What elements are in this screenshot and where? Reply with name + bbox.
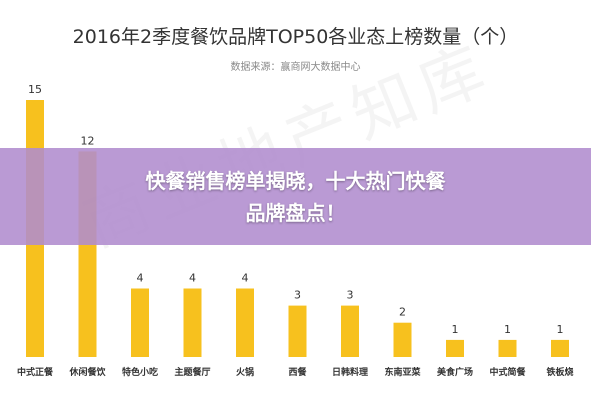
chart-title: 2016年2季度餐饮品牌TOP50各业态上榜数量（个） <box>72 26 519 48</box>
value-label-10: 1 <box>557 323 564 336</box>
chart-subtitle: 数据来源：赢商网大数据中心 <box>230 62 361 73</box>
bar-7 <box>393 322 412 357</box>
value-label-7: 2 <box>399 306 406 319</box>
bar-2 <box>131 288 149 357</box>
bar-4 <box>236 288 254 357</box>
category-label-7: 东南亚菜 <box>384 366 421 378</box>
bar-6 <box>341 305 359 357</box>
category-label-1: 休闲餐饮 <box>68 366 106 378</box>
category-label-2: 特色小吃 <box>122 366 158 378</box>
category-labels-layer: 中式正餐 休闲餐饮 特色小吃 主题餐厅 火锅 西餐 日韩料理 东南亚菜 美食广场 中式简餐 铁板烧 <box>17 366 574 378</box>
category-label-8: 美食广场 <box>437 366 473 378</box>
value-label-9: 1 <box>504 323 511 336</box>
value-label-6: 3 <box>347 289 354 302</box>
category-label-0: 中式正餐 <box>17 366 54 378</box>
value-label-1: 12 <box>81 134 95 147</box>
value-label-2: 4 <box>137 272 144 285</box>
value-label-4: 4 <box>242 272 249 285</box>
category-label-10: 铁板烧 <box>546 366 573 378</box>
bar-3 <box>183 288 202 357</box>
bar-5 <box>288 305 307 357</box>
category-label-4: 火锅 <box>236 366 254 378</box>
category-label-9: 中式简餐 <box>489 366 526 378</box>
category-label-5: 西餐 <box>288 366 307 378</box>
bar-8 <box>446 339 464 357</box>
value-label-3: 4 <box>189 272 196 285</box>
value-labels-layer: 15 12 4 4 4 3 3 2 1 1 1 <box>28 83 564 336</box>
value-label-5: 3 <box>294 289 301 302</box>
value-label-0: 15 <box>28 83 42 96</box>
headline-banner[interactable]: 快餐销售榜单揭晓，十大热门快餐品牌盘点！ <box>0 148 591 245</box>
headline-text[interactable]: 快餐销售榜单揭晓，十大热门快餐品牌盘点！ <box>145 168 446 225</box>
bar-10 <box>551 339 569 357</box>
bar-9 <box>498 339 517 357</box>
category-label-3: 主题餐厅 <box>174 366 210 378</box>
value-label-8: 1 <box>452 323 459 336</box>
category-label-6: 日韩料理 <box>332 366 368 378</box>
